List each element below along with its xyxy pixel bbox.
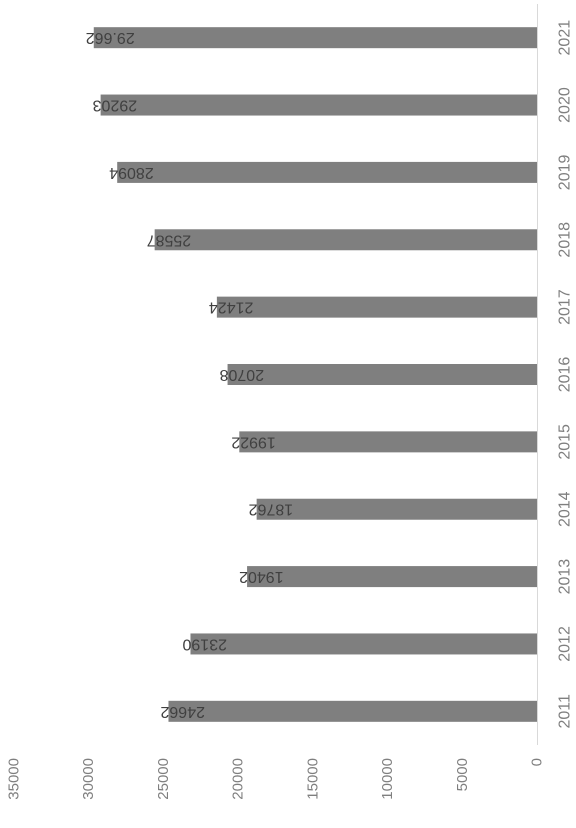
bar: [247, 566, 538, 588]
category-label: 2017: [557, 289, 574, 325]
bar: [93, 27, 538, 49]
bar: [117, 161, 537, 183]
data-label: 21424: [209, 299, 254, 316]
tick-label: 20000: [230, 758, 247, 800]
tick-label: 25000: [155, 758, 172, 800]
data-label: 23190: [182, 635, 227, 652]
data-label: 25587: [147, 231, 192, 248]
category-label: 2013: [557, 559, 574, 595]
bar: [168, 700, 538, 722]
tick-label: 0: [529, 758, 546, 766]
bar: [239, 431, 537, 453]
data-label: 28094: [109, 164, 154, 181]
category-label: 2011: [557, 694, 574, 729]
tick-label: 10000: [379, 758, 396, 800]
bar: [227, 364, 538, 385]
data-label: 20708: [219, 366, 264, 383]
category-label: 2016: [557, 357, 574, 393]
data-label: 29203: [93, 97, 138, 114]
bar: [100, 94, 537, 116]
bar: [190, 633, 537, 655]
data-label: 19922: [231, 433, 276, 450]
bar: [256, 498, 537, 520]
category-label: 2014: [557, 491, 574, 527]
tick-label: 35000: [6, 758, 23, 800]
category-label: 2020: [557, 87, 574, 123]
category-label: 2018: [557, 222, 574, 258]
bar: [154, 229, 538, 251]
data-label: 29.662: [86, 29, 135, 46]
tick-label: 30000: [80, 758, 97, 800]
category-label: 2015: [557, 424, 574, 460]
category-label: 2019: [557, 155, 574, 191]
tick-label: 5000: [454, 758, 471, 791]
data-label: 24662: [160, 703, 205, 720]
tick-label: 15000: [304, 758, 321, 800]
data-label: 19402: [239, 568, 284, 585]
data-label: 18762: [249, 501, 294, 518]
category-label: 2012: [557, 626, 574, 662]
category-label: 2021: [557, 20, 574, 56]
bar: [216, 296, 537, 318]
